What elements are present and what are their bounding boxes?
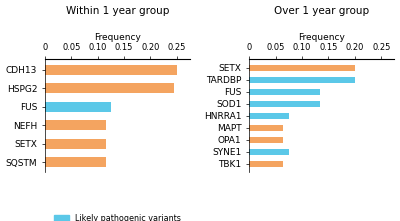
Title: Over 1 year group: Over 1 year group	[274, 6, 369, 15]
X-axis label: Frequency: Frequency	[298, 33, 345, 42]
Bar	[249, 161, 284, 167]
Bar	[249, 101, 320, 107]
Bar	[249, 125, 284, 131]
Bar	[249, 149, 289, 155]
Bar	[45, 83, 174, 93]
Bar	[45, 157, 106, 167]
Bar	[249, 65, 355, 71]
Bar	[249, 137, 284, 143]
Bar	[249, 76, 355, 83]
Bar	[45, 120, 106, 130]
Bar	[249, 89, 320, 95]
X-axis label: Frequency: Frequency	[94, 33, 141, 42]
Bar	[45, 102, 111, 112]
Legend: Likely pathogenic variants, Uncertain variants: Likely pathogenic variants, Uncertain va…	[52, 211, 184, 221]
Bar	[45, 139, 106, 149]
Title: Within 1 year group: Within 1 year group	[66, 6, 169, 15]
Bar	[249, 112, 289, 119]
Bar	[45, 65, 177, 75]
